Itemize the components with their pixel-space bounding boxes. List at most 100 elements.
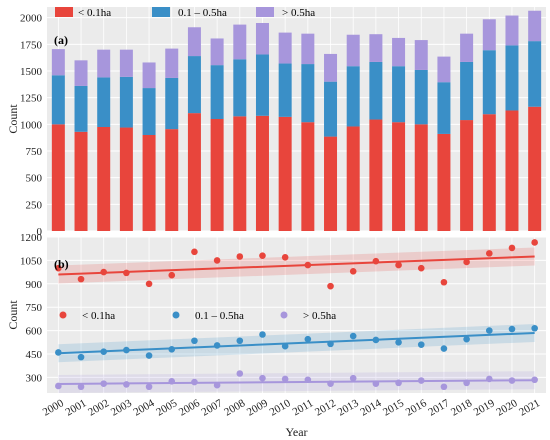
scatter-point [259, 252, 266, 260]
scatter-point [259, 331, 266, 338]
scatter-point [213, 342, 221, 349]
scatter-point [417, 377, 425, 384]
scatter-point [213, 257, 221, 264]
scatter-point [77, 383, 85, 391]
x-axis-title: Year [285, 425, 307, 439]
scatter-point [100, 348, 108, 355]
scatter-point [259, 374, 266, 382]
legend-label-a: > 0.5ha [282, 7, 315, 19]
y-tick-label-b: 750 [26, 302, 43, 314]
bar-segment-2 [51, 75, 65, 125]
y-tick-label-b: 450 [26, 349, 43, 361]
bar-segment-2 [324, 81, 338, 137]
bar-segment-1 [346, 126, 360, 231]
bar-segment-3 [210, 38, 224, 66]
bar-segment-2 [460, 61, 474, 121]
scatter-point [349, 374, 357, 382]
bar-segment-3 [369, 34, 383, 62]
scatter-point [417, 264, 425, 272]
legend-marker-b [172, 311, 180, 319]
scatter-point [281, 375, 289, 383]
scatter-point [531, 376, 538, 384]
legend-swatch-a [256, 7, 274, 17]
scatter-point [168, 271, 176, 279]
legend-swatch-a [152, 7, 170, 17]
y-tick-label-a: 750 [26, 146, 43, 158]
x-tick-label: 2001 [63, 397, 88, 418]
trend-line [58, 379, 535, 385]
panel-label-a: (a) [54, 33, 68, 47]
scatter-point [508, 244, 516, 252]
bar-segment-1 [301, 122, 315, 231]
scatter-point [531, 239, 538, 246]
bar-segment-1 [324, 136, 338, 231]
bar-segment-1 [142, 135, 156, 231]
bar-segment-2 [346, 66, 360, 127]
bar-segment-1 [165, 129, 179, 231]
scatter-point [123, 269, 130, 277]
bar-segment-2 [301, 64, 315, 123]
scatter-point [395, 261, 402, 269]
scatter-point [145, 383, 153, 391]
bar-segment-1 [414, 124, 428, 231]
bar-segment-2 [437, 82, 451, 134]
bar-segment-1 [233, 116, 247, 231]
bar-segment-3 [324, 53, 338, 82]
scatter-point [145, 352, 153, 359]
x-tick-label: 2010 [268, 397, 293, 419]
bar-segment-2 [482, 50, 496, 115]
bar-segment-1 [119, 127, 133, 231]
bar-segment-2 [97, 77, 111, 127]
bar-segment-2 [187, 56, 201, 114]
scatter-point [372, 380, 380, 387]
scatter-point [281, 342, 289, 350]
scatter-point [100, 380, 108, 387]
bar-segment-2 [233, 59, 247, 117]
bar-segment-1 [528, 106, 542, 231]
scatter-point [485, 327, 493, 334]
bar-segment-2 [165, 77, 179, 130]
bar-segment-3 [528, 10, 542, 42]
scatter-point [168, 378, 176, 385]
bar-segment-3 [142, 62, 156, 89]
plot-background-b [47, 237, 546, 393]
bar-segment-3 [414, 40, 428, 70]
scatter-point [304, 261, 312, 269]
scatter-point [372, 257, 380, 265]
scatter-point [304, 376, 312, 384]
y-tick-label-a: 1500 [20, 66, 43, 78]
bar-segment-2 [414, 69, 428, 125]
scatter-point [417, 341, 425, 348]
scatter-point [349, 332, 357, 340]
bar-segment-2 [74, 85, 88, 132]
scatter-point [281, 253, 289, 261]
bar-segment-3 [505, 15, 519, 46]
scatter-point [395, 379, 402, 387]
bar-segment-2 [369, 61, 383, 120]
scatter-point [463, 258, 470, 266]
bar-segment-1 [97, 127, 111, 231]
scatter-point [485, 250, 493, 257]
y-tick-label-a: 2000 [20, 13, 43, 25]
bar-segment-1 [460, 120, 474, 231]
scatter-point [327, 282, 334, 290]
bar-segment-1 [255, 115, 269, 231]
y-tick-label-b: 900 [26, 279, 43, 291]
scatter-point [77, 353, 85, 361]
bar-segment-1 [369, 119, 383, 231]
scatter-point [304, 335, 312, 343]
legend-label-b: > 0.5ha [303, 310, 336, 322]
bar-segment-2 [528, 41, 542, 107]
scatter-point [55, 349, 62, 356]
scatter-point [236, 337, 244, 345]
y-tick-label-b: 1200 [20, 232, 43, 244]
scatter-point [168, 346, 176, 353]
panel-label-b: (b) [54, 257, 69, 271]
bar-segment-3 [392, 37, 406, 67]
x-tick-label: 2002 [86, 397, 111, 418]
y-axis-title-a: Count [6, 104, 20, 134]
y-tick-label-b: 1050 [20, 255, 43, 267]
scatter-point [100, 268, 108, 276]
bar-segment-1 [74, 131, 88, 231]
bar-segment-1 [278, 116, 292, 231]
